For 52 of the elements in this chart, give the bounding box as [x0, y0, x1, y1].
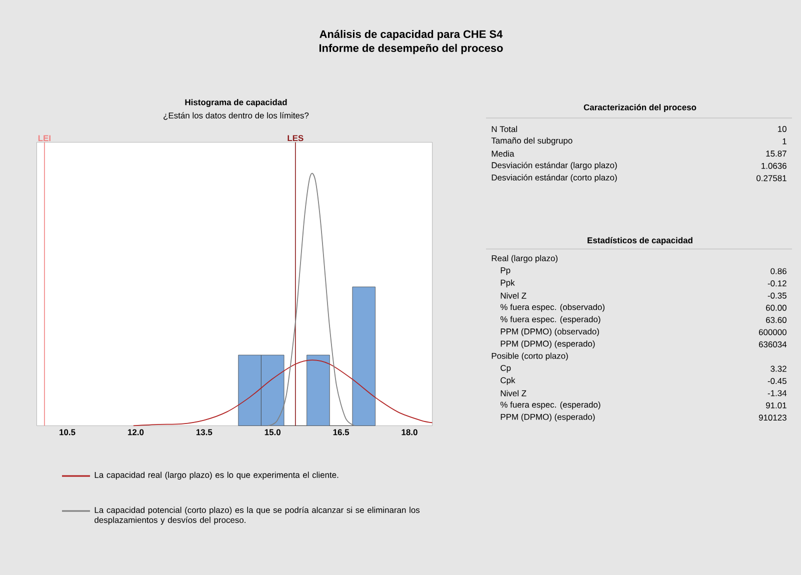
ref-line-label: LEI — [38, 135, 50, 142]
text: Desviación estándar (corto plazo) — [492, 174, 617, 182]
text: 60.00 — [766, 304, 786, 311]
text: 1 — [782, 138, 786, 144]
text: Desviación estándar (largo plazo) — [492, 162, 617, 170]
text: Real (largo plazo) — [492, 255, 558, 263]
x-tick-label: 13.5 — [196, 429, 212, 436]
text: Tamaño del subgrupo — [491, 137, 572, 146]
x-tick-label: 16.5 — [333, 429, 350, 436]
text: Media — [492, 150, 514, 157]
text: 910123 — [758, 414, 786, 421]
text: Estadísticos de capacidad — [588, 237, 692, 245]
text: Posible (corto plazo) — [492, 352, 568, 361]
x-tick-label: 10.5 — [60, 429, 76, 436]
text: N Total — [492, 126, 517, 132]
text: Ppk — [500, 279, 515, 288]
text: PPM (DPMO) (observado) — [500, 328, 599, 336]
text: Pp — [500, 267, 510, 275]
chart-title: Análisis de capacidad para CHE S4 — [320, 30, 503, 40]
text: 91.01 — [766, 402, 786, 408]
text: -1.34 — [768, 390, 787, 396]
text: Caracterización del proceso — [584, 104, 696, 112]
ref-line-label: LES — [288, 135, 304, 142]
text: ¿Están los datos dentro de los límites? — [164, 112, 309, 120]
text: 600000 — [758, 329, 786, 336]
legend-label: La capacidad real (largo plazo) es lo que experimenta el cliente. — [94, 472, 338, 480]
legend-label: La capacidad potencial (corto plazo) es la que se podría alcanzar si se eliminaran los desplazamientos y desvíos del proceso. — [94, 506, 420, 525]
text: Nivel Z — [500, 390, 526, 396]
x-tick-label: 15.0 — [264, 429, 280, 436]
text: 10 — [778, 126, 786, 132]
text: Cp — [500, 364, 511, 373]
text: PPM (DPMO) (esperado) — [500, 340, 595, 348]
x-tick-label: 12.0 — [128, 429, 144, 436]
text: % fuera espec. (esperado) — [500, 401, 600, 410]
text: PPM (DPMO) (esperado) — [500, 414, 595, 422]
text: 15.87 — [766, 150, 786, 157]
text: Nivel Z — [500, 292, 526, 299]
text: Histograma de capacidad — [185, 99, 287, 107]
text: % fuera espec. (observado) — [500, 304, 604, 312]
text: 636034 — [758, 341, 787, 348]
text: 3.32 — [770, 366, 786, 372]
text: 1.0636 — [762, 162, 786, 169]
text: % fuera espec. (esperado) — [500, 316, 600, 324]
text: 0.86 — [770, 268, 786, 274]
chart-subtitle: Informe de desempeño del proceso — [319, 44, 503, 54]
text: -0.35 — [768, 292, 786, 299]
text: -0.12 — [768, 280, 786, 286]
x-tick-label: 18.0 — [402, 429, 418, 436]
text: Cpk — [500, 377, 516, 385]
text: 0.27581 — [756, 175, 786, 182]
text: 63.60 — [766, 317, 786, 323]
text: -0.45 — [768, 378, 786, 384]
